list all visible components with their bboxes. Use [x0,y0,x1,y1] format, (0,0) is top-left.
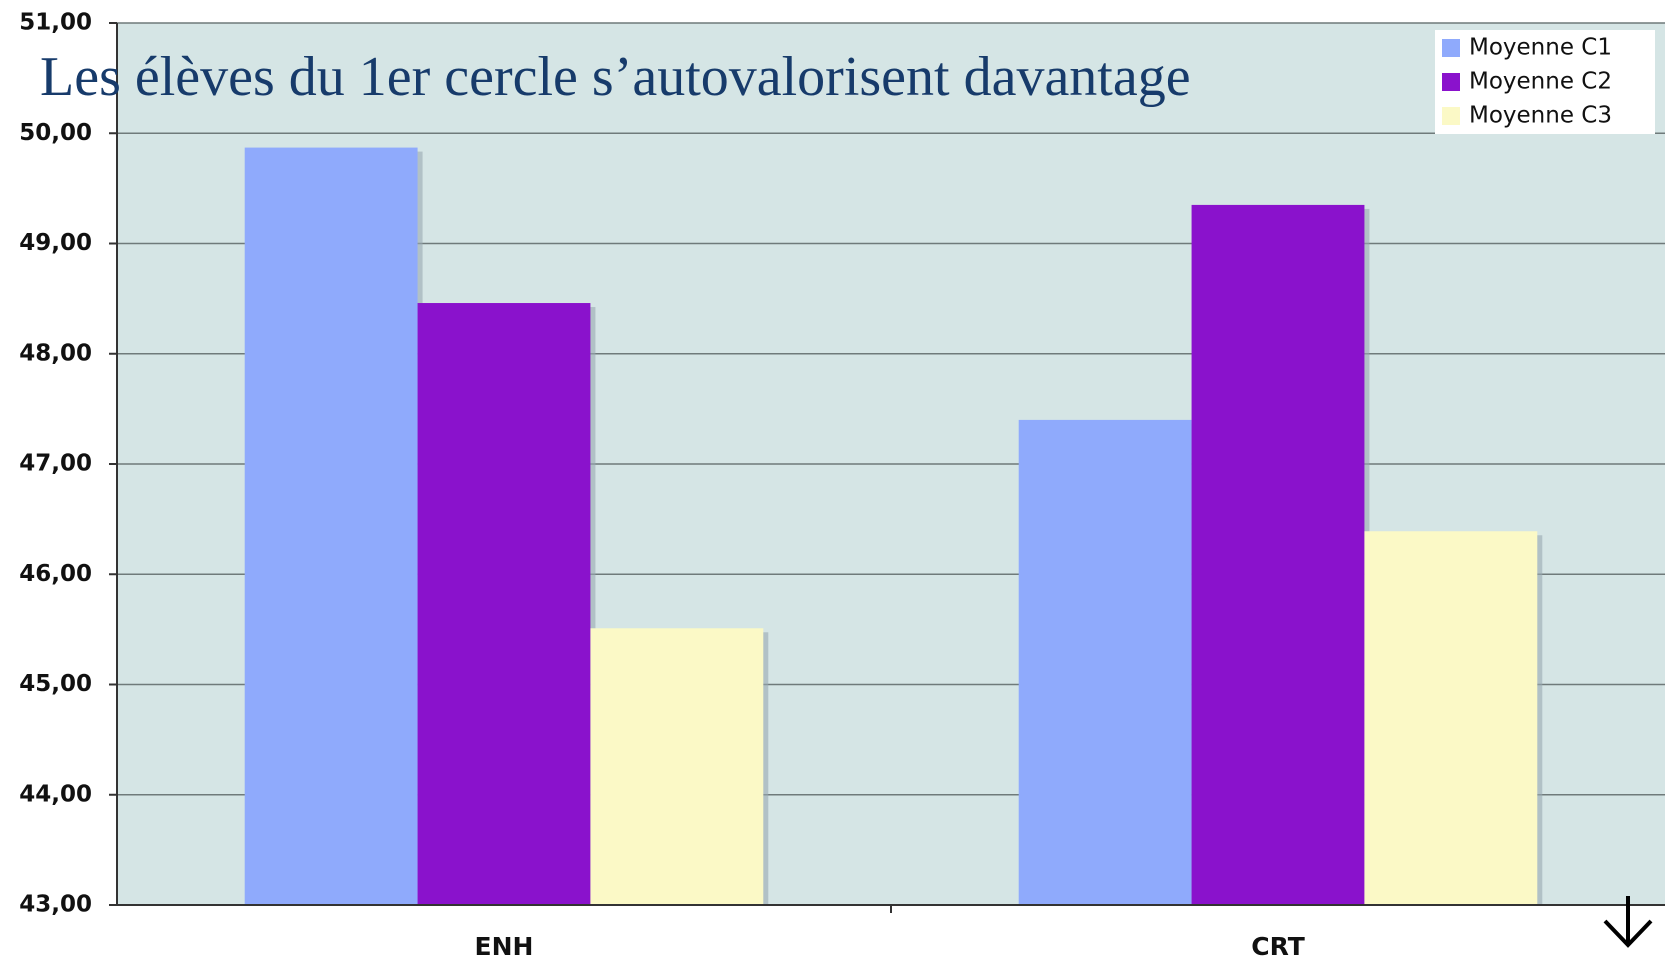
bars [244,147,1543,906]
bar [590,628,764,905]
legend-box [1435,30,1655,134]
legend: Moyenne C1 Moyenne C2 Moyenne C3 [1435,30,1655,134]
legend-label: Moyenne C2 [1469,69,1612,95]
bar [1364,531,1538,905]
legend-label: Moyenne C1 [1469,35,1612,61]
x-tick-label: CRT [1251,932,1305,961]
legend-swatch [1442,39,1460,57]
chart-title: Les élèves du 1er cercle s’autovalorisen… [40,46,1191,108]
y-tick-label: 46,00 [19,561,92,587]
legend-swatch [1442,107,1460,125]
bar [1191,204,1365,906]
y-tick-label: 43,00 [19,892,92,918]
y-tick-label: 48,00 [19,340,92,366]
x-tick-label: ENH [475,932,534,961]
y-tick-label: 44,00 [19,781,92,807]
bar [417,303,591,905]
bar [244,147,418,905]
y-tick-label: 49,00 [19,230,92,256]
y-tick-label: 45,00 [19,671,92,697]
legend-label: Moyenne C3 [1469,103,1612,129]
bar [1018,419,1192,905]
legend-swatch [1442,73,1460,91]
y-tick-label: 51,00 [19,10,92,36]
y-tick-label: 47,00 [19,451,92,477]
y-tick-label: 50,00 [19,120,92,146]
arrow-icon [1603,896,1653,948]
